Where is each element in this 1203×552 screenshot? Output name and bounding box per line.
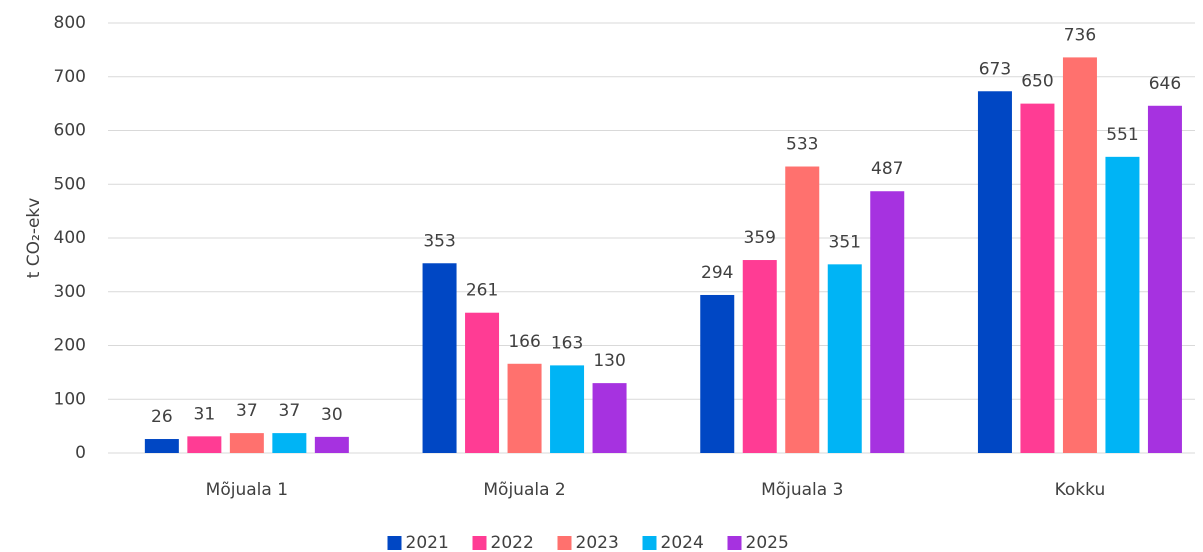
y-tick-label: 200 xyxy=(54,336,86,356)
y-tick-label: 700 xyxy=(54,67,86,87)
value-label: 30 xyxy=(321,405,343,425)
value-label: 551 xyxy=(1106,125,1138,145)
bar xyxy=(700,294,735,453)
bar xyxy=(1020,103,1055,453)
legend-label: 2025 xyxy=(746,533,789,552)
bar xyxy=(977,91,1012,453)
value-label: 163 xyxy=(551,333,583,353)
bar xyxy=(827,264,862,453)
x-tick-label: Mõjuala 2 xyxy=(483,480,565,500)
y-tick-label: 800 xyxy=(54,13,86,33)
legend-label: 2023 xyxy=(576,533,619,552)
value-label: 646 xyxy=(1149,74,1181,94)
y-tick-label: 0 xyxy=(75,443,86,463)
bar xyxy=(272,433,307,453)
bar xyxy=(550,365,585,453)
value-label: 261 xyxy=(466,281,498,301)
value-label: 37 xyxy=(236,401,258,421)
y-tick-label: 500 xyxy=(54,174,86,194)
y-tick-label: 600 xyxy=(54,121,86,141)
x-tick-label: Mõjuala 3 xyxy=(761,480,843,500)
bar xyxy=(592,383,627,453)
bar xyxy=(1105,156,1140,453)
value-label: 130 xyxy=(593,351,625,371)
legend-swatch xyxy=(727,536,742,550)
bar xyxy=(422,263,457,453)
legend-swatch xyxy=(557,536,572,550)
y-axis-label: t CO₂-ekv xyxy=(24,198,44,279)
bar xyxy=(507,363,542,453)
legend-swatch xyxy=(472,536,487,550)
bar xyxy=(465,312,500,453)
value-label: 533 xyxy=(786,135,818,155)
bar xyxy=(785,166,820,453)
bar xyxy=(742,260,777,453)
value-label: 294 xyxy=(701,263,733,283)
legend-swatch xyxy=(642,536,657,550)
y-tick-label: 300 xyxy=(54,282,86,302)
bar xyxy=(870,191,905,454)
legend-label: 2024 xyxy=(661,533,704,552)
value-label: 31 xyxy=(194,404,216,424)
value-label: 351 xyxy=(829,232,861,252)
value-label: 359 xyxy=(744,228,776,248)
value-label: 26 xyxy=(151,407,173,427)
value-label: 736 xyxy=(1064,25,1096,45)
y-tick-label: 100 xyxy=(54,389,86,409)
y-tick-label: 400 xyxy=(54,228,86,248)
legend-label: 2022 xyxy=(491,533,534,552)
bar xyxy=(229,433,264,453)
x-tick-label: Mõjuala 1 xyxy=(206,480,288,500)
legend-swatch xyxy=(387,536,402,550)
value-label: 37 xyxy=(279,401,301,421)
bar xyxy=(1062,57,1097,454)
x-tick-label: Kokku xyxy=(1055,480,1106,500)
bar xyxy=(187,436,222,453)
value-label: 353 xyxy=(423,231,455,251)
value-label: 673 xyxy=(979,59,1011,79)
value-label: 166 xyxy=(508,332,540,352)
value-label: 650 xyxy=(1021,72,1053,92)
legend-label: 2021 xyxy=(406,533,449,552)
value-label: 487 xyxy=(871,159,903,179)
bar xyxy=(1147,105,1182,454)
bar xyxy=(144,439,179,453)
bar xyxy=(314,436,349,453)
